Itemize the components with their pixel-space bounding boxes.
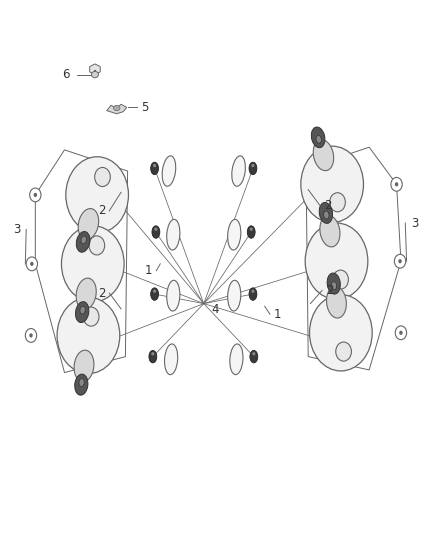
- Circle shape: [333, 270, 348, 289]
- Text: 4: 4: [211, 303, 219, 317]
- Ellipse shape: [327, 286, 346, 318]
- Ellipse shape: [153, 289, 156, 293]
- Ellipse shape: [151, 288, 159, 300]
- Ellipse shape: [151, 162, 159, 175]
- Ellipse shape: [250, 228, 253, 231]
- Ellipse shape: [162, 156, 176, 186]
- Ellipse shape: [113, 106, 120, 111]
- Text: 3: 3: [13, 223, 20, 236]
- Text: 2: 2: [98, 287, 105, 300]
- Circle shape: [395, 326, 406, 340]
- Polygon shape: [107, 104, 127, 114]
- Ellipse shape: [75, 374, 88, 395]
- Ellipse shape: [324, 211, 329, 219]
- Circle shape: [30, 188, 41, 202]
- Circle shape: [83, 307, 99, 326]
- Circle shape: [89, 236, 105, 255]
- Ellipse shape: [228, 280, 241, 311]
- Ellipse shape: [79, 378, 84, 386]
- Circle shape: [57, 297, 120, 374]
- Ellipse shape: [232, 156, 245, 186]
- Ellipse shape: [228, 220, 241, 250]
- Text: 5: 5: [141, 101, 148, 114]
- Text: 3: 3: [411, 216, 419, 230]
- Ellipse shape: [230, 344, 243, 375]
- Circle shape: [391, 177, 402, 191]
- Circle shape: [66, 157, 128, 233]
- Circle shape: [95, 167, 110, 187]
- Ellipse shape: [332, 282, 337, 289]
- Circle shape: [310, 295, 372, 371]
- Circle shape: [395, 182, 398, 187]
- Ellipse shape: [75, 302, 89, 322]
- Text: 6: 6: [62, 68, 70, 81]
- Ellipse shape: [320, 215, 340, 247]
- Circle shape: [301, 146, 364, 222]
- Ellipse shape: [74, 350, 94, 382]
- Ellipse shape: [154, 228, 157, 231]
- Ellipse shape: [167, 220, 180, 250]
- Text: 1: 1: [145, 264, 152, 277]
- Ellipse shape: [316, 135, 321, 143]
- Ellipse shape: [78, 208, 99, 239]
- Ellipse shape: [311, 127, 325, 148]
- Text: 2: 2: [324, 199, 332, 212]
- Ellipse shape: [151, 352, 155, 356]
- Text: 2: 2: [326, 284, 334, 297]
- Text: 1: 1: [274, 308, 282, 321]
- Ellipse shape: [313, 140, 334, 171]
- Ellipse shape: [76, 231, 90, 252]
- Ellipse shape: [247, 226, 255, 238]
- Ellipse shape: [249, 288, 257, 300]
- Ellipse shape: [167, 280, 180, 311]
- Circle shape: [29, 333, 33, 337]
- Circle shape: [399, 330, 403, 335]
- Circle shape: [25, 328, 37, 342]
- Circle shape: [398, 259, 402, 263]
- Circle shape: [336, 342, 351, 361]
- Ellipse shape: [92, 71, 99, 78]
- Circle shape: [34, 193, 37, 197]
- Ellipse shape: [153, 164, 156, 167]
- Ellipse shape: [149, 350, 157, 363]
- Ellipse shape: [81, 236, 86, 244]
- Circle shape: [61, 225, 124, 302]
- Text: 2: 2: [98, 204, 105, 217]
- Ellipse shape: [249, 162, 257, 175]
- Ellipse shape: [252, 352, 255, 356]
- Ellipse shape: [251, 164, 254, 167]
- Ellipse shape: [319, 203, 332, 223]
- Ellipse shape: [80, 306, 85, 314]
- Ellipse shape: [250, 350, 258, 363]
- Ellipse shape: [165, 344, 178, 375]
- Ellipse shape: [152, 226, 160, 238]
- Ellipse shape: [327, 273, 340, 294]
- Circle shape: [394, 254, 406, 268]
- Circle shape: [305, 223, 368, 300]
- Circle shape: [330, 193, 345, 212]
- Polygon shape: [90, 64, 100, 75]
- Ellipse shape: [251, 289, 254, 293]
- Circle shape: [26, 257, 38, 271]
- Circle shape: [30, 262, 34, 266]
- Ellipse shape: [76, 278, 96, 310]
